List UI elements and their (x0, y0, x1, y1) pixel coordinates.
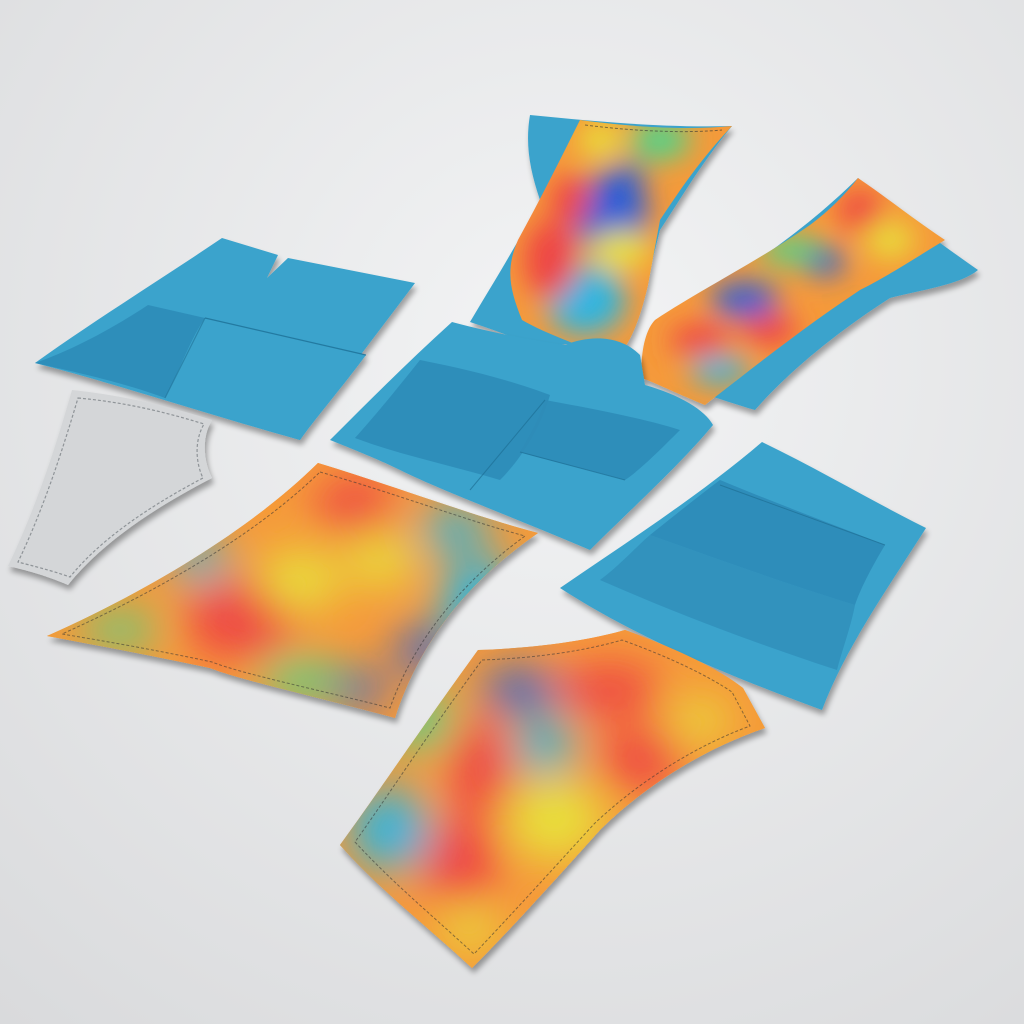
pattern-piece-top-neck (470, 115, 732, 360)
pattern-piece-top-left (35, 238, 415, 440)
pattern-piece-right (560, 442, 926, 710)
pattern-piece-center (330, 322, 713, 550)
pattern-piece-grey (8, 390, 212, 585)
